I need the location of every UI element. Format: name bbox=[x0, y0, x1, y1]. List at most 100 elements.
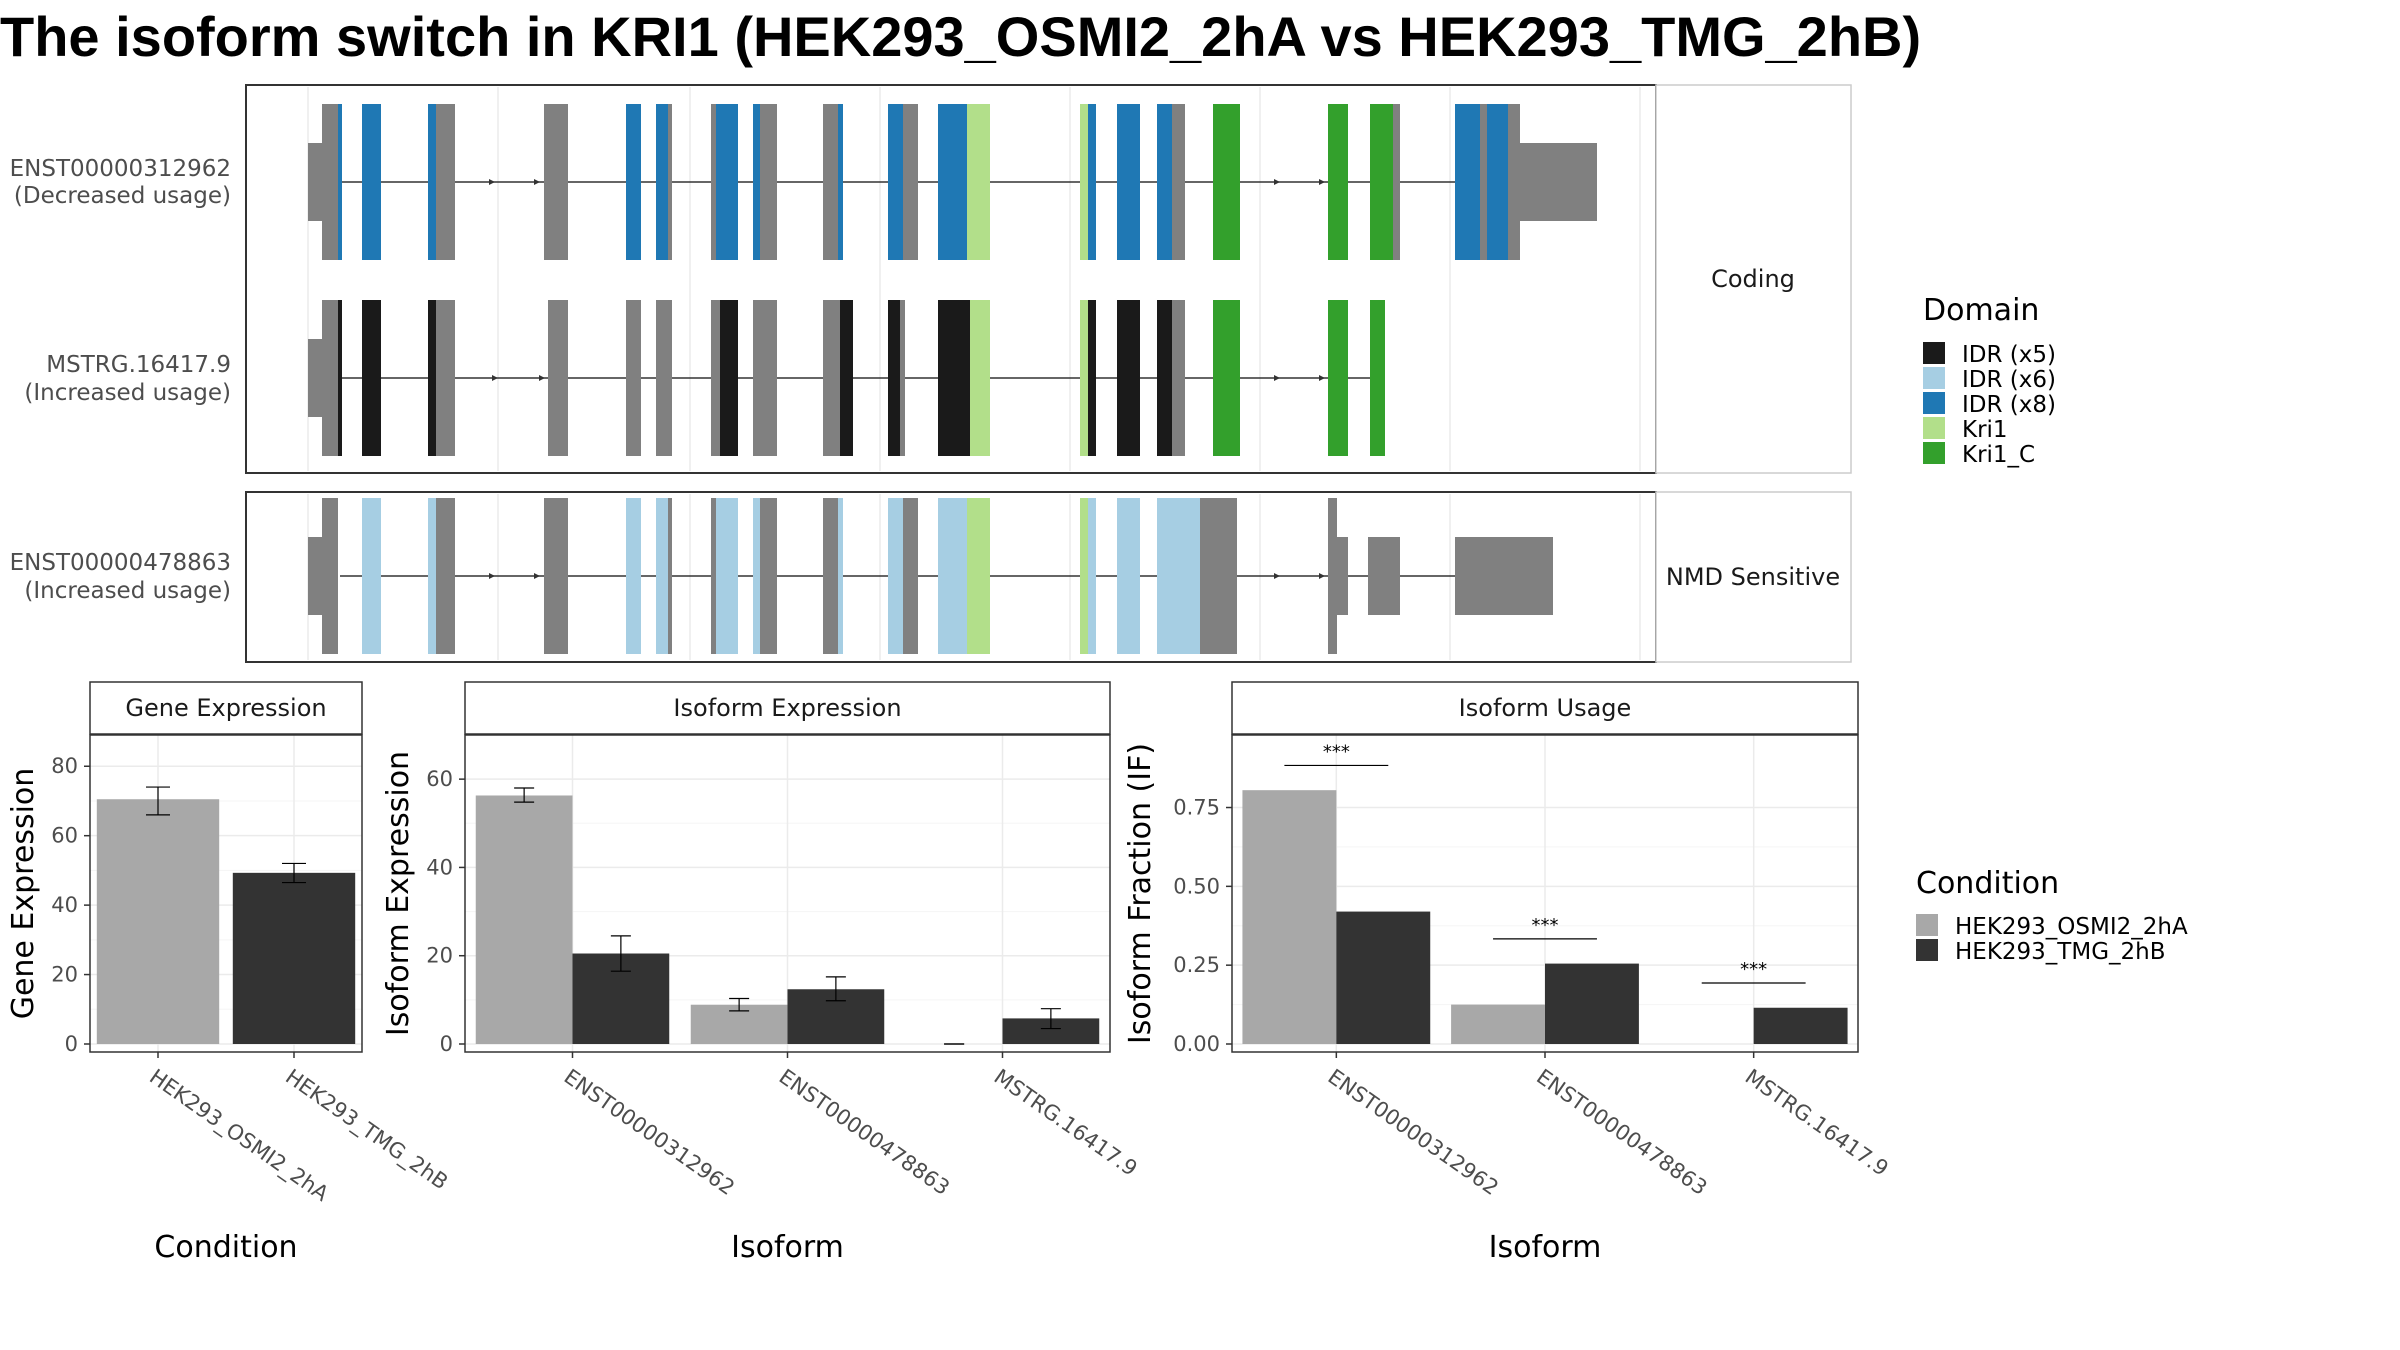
exon-segment-2-11 bbox=[753, 498, 760, 654]
exon-segment-2-24 bbox=[1328, 498, 1337, 654]
intron-arrow-0-1 bbox=[534, 179, 540, 185]
exon-segment-1-15 bbox=[888, 300, 900, 456]
chart-2-ytick-label-0: 0.00 bbox=[1173, 1032, 1220, 1056]
exon-segment-1-18 bbox=[970, 300, 990, 456]
exon-segment-0-32 bbox=[1508, 104, 1520, 260]
chart-2-xtick-label-0: ENST00000312962 bbox=[1323, 1064, 1502, 1200]
chart-1-ytick-label-1: 20 bbox=[426, 944, 453, 968]
chart-1-xtick-label-2: MSTRG.16417.9 bbox=[990, 1064, 1142, 1180]
chart-2-xtick-label-1: ENST00000478863 bbox=[1532, 1064, 1711, 1200]
chart-0-bar-1 bbox=[232, 872, 356, 1044]
legend-label-kri1: Kri1 bbox=[1962, 417, 2008, 443]
chart-1-xtick-label-0: ENST00000312962 bbox=[560, 1064, 739, 1200]
exon-segment-0-23 bbox=[1157, 104, 1172, 260]
transcript-usage-MSTRG.16417.9: (Increased usage) bbox=[24, 380, 231, 406]
intron-arrow-1-3 bbox=[1319, 375, 1325, 381]
transcript-usage-ENST00000312962: (Decreased usage) bbox=[14, 183, 231, 209]
exon-segment-1-2 bbox=[338, 300, 342, 456]
exon-segment-0-7 bbox=[626, 104, 641, 260]
domain-legend: Domain IDR (x5) IDR (x6) IDR (x8) Kri1 K… bbox=[1923, 293, 2056, 468]
exon-segment-0-0 bbox=[308, 143, 322, 221]
legend-swatch-idr-x8 bbox=[1923, 392, 1945, 414]
exon-segment-0-12 bbox=[753, 104, 760, 260]
chart-2-bar-0-1 bbox=[1451, 1004, 1545, 1044]
exon-segment-2-22 bbox=[1157, 498, 1200, 654]
exon-segment-1-8 bbox=[656, 300, 672, 456]
exon-segment-1-26 bbox=[1370, 300, 1385, 456]
exon-segment-0-22 bbox=[1117, 104, 1140, 260]
chart-1: Isoform Expression 0 20 40 60 ENST00000312962… bbox=[381, 681, 1142, 1265]
intron-arrow-2-3 bbox=[1319, 573, 1325, 579]
transcript-model-2 bbox=[308, 498, 1553, 654]
exon-segment-2-25 bbox=[1337, 537, 1348, 615]
exon-segment-0-21 bbox=[1088, 104, 1096, 260]
exon-segment-2-8 bbox=[668, 498, 672, 654]
intron-arrow-2-2 bbox=[1274, 573, 1280, 579]
exon-segment-1-6 bbox=[548, 300, 568, 456]
exon-segment-0-18 bbox=[938, 104, 967, 260]
exon-segment-0-31 bbox=[1487, 104, 1508, 260]
exon-segment-2-18 bbox=[967, 498, 990, 654]
exon-segment-1-19 bbox=[1080, 300, 1088, 456]
exon-segment-1-10 bbox=[720, 300, 738, 456]
exon-segment-0-14 bbox=[823, 104, 838, 260]
exon-segment-0-30 bbox=[1480, 104, 1487, 260]
transcript-label-MSTRG.16417.9: MSTRG.16417.9 bbox=[46, 352, 231, 378]
intron-arrow-1-2 bbox=[1274, 375, 1280, 381]
exon-segment-2-5 bbox=[544, 498, 568, 654]
chart-1-xtick-label-1: ENST00000478863 bbox=[775, 1064, 954, 1200]
exon-segment-2-20 bbox=[1088, 498, 1096, 654]
exon-segment-2-9 bbox=[711, 498, 716, 654]
chart-2-ytick-label-2: 0.50 bbox=[1173, 874, 1220, 898]
intron-arrow-1-0 bbox=[492, 375, 498, 381]
exon-segment-0-26 bbox=[1328, 104, 1348, 260]
transcript-structure-plot: Coding NMD Sensitive ENST00000312962 (De… bbox=[10, 84, 1852, 663]
exon-segment-1-24 bbox=[1213, 300, 1240, 456]
exon-segment-0-16 bbox=[888, 104, 903, 260]
intron-arrow-0-0 bbox=[489, 179, 495, 185]
chart-0-ytick-label-4: 80 bbox=[51, 754, 78, 778]
exon-segment-0-33 bbox=[1520, 143, 1597, 221]
exon-segment-1-22 bbox=[1157, 300, 1172, 456]
chart-2-ylabel: Isoform Fraction (IF) bbox=[1123, 743, 1158, 1044]
chart-0-ytick-label-1: 20 bbox=[51, 963, 78, 987]
exon-segment-2-10 bbox=[716, 498, 738, 654]
chart-1-bar-0-0 bbox=[475, 795, 573, 1044]
transcript-label-ENST00000312962: ENST00000312962 bbox=[10, 156, 231, 182]
chart-2-bar-0-0 bbox=[1242, 790, 1337, 1044]
intron-arrow-0-2 bbox=[1274, 179, 1280, 185]
chart-0-title: Gene Expression bbox=[125, 694, 326, 722]
chart-2: Isoform Usage *** *** *** 0.00 0.25 0.50 0.75 EN… bbox=[1123, 681, 1893, 1265]
chart-0-ytick-label-0: 0 bbox=[65, 1032, 78, 1056]
exon-segment-0-11 bbox=[716, 104, 738, 260]
chart-2-bar-1-0 bbox=[1336, 911, 1431, 1044]
chart-1-ytick-label-0: 0 bbox=[440, 1032, 453, 1056]
chart-2-xlabel: Isoform bbox=[1489, 1230, 1602, 1265]
legend-label-cond-a: HEK293_OSMI2_2hA bbox=[1955, 914, 2188, 940]
exon-segment-2-27 bbox=[1455, 537, 1553, 615]
chart-2-strip bbox=[1231, 681, 1859, 735]
chart-0-bar-0 bbox=[96, 799, 220, 1044]
legend-swatch-idr-x6 bbox=[1923, 367, 1945, 389]
intron-arrow-2-1 bbox=[534, 573, 540, 579]
exon-segment-1-17 bbox=[938, 300, 970, 456]
exon-segment-0-27 bbox=[1370, 104, 1393, 260]
exon-segment-1-4 bbox=[428, 300, 436, 456]
chart-0-ytick-label-2: 40 bbox=[51, 893, 78, 917]
exon-segment-0-24 bbox=[1172, 104, 1185, 260]
exon-segment-2-13 bbox=[823, 498, 838, 654]
chart-2-sig-label-1: *** bbox=[1532, 915, 1559, 936]
exon-segment-2-1 bbox=[322, 498, 338, 654]
exon-segment-2-7 bbox=[656, 498, 668, 654]
exon-segment-0-8 bbox=[656, 104, 668, 260]
exon-segment-0-3 bbox=[362, 104, 381, 260]
exon-segment-1-7 bbox=[626, 300, 641, 456]
exon-segment-0-13 bbox=[760, 104, 777, 260]
legend-swatch-kri1-c bbox=[1923, 442, 1945, 464]
exon-segment-0-25 bbox=[1213, 104, 1240, 260]
chart-0-ytick-label-3: 60 bbox=[51, 824, 78, 848]
exon-segment-1-16 bbox=[900, 300, 905, 456]
chart-0-frame bbox=[89, 734, 363, 1053]
exon-segment-2-26 bbox=[1368, 537, 1400, 615]
